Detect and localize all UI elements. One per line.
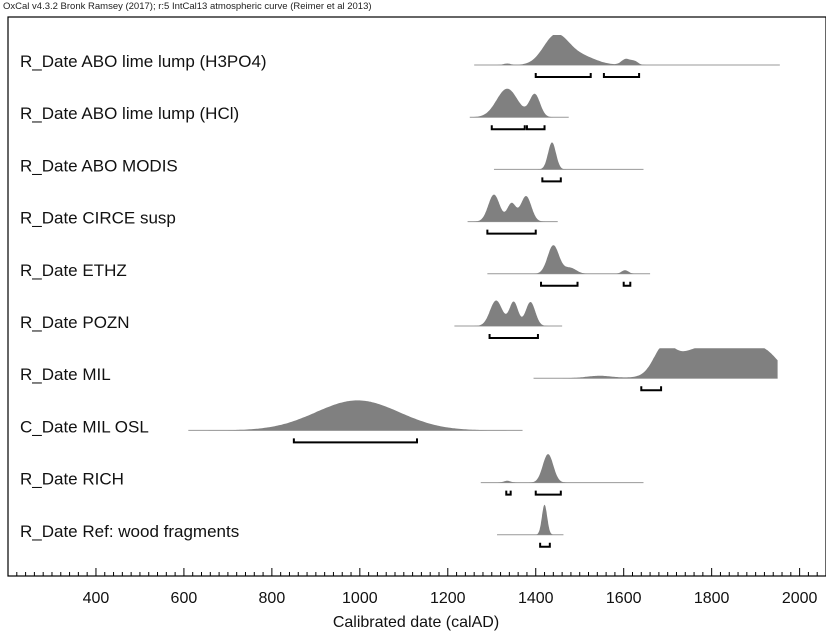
x-axis: 400 600 800 1000 1200 1400 1600 1800 2000	[7, 568, 826, 607]
density-shape	[188, 400, 523, 431]
series-label: R_Date ABO lime lump (HCl)	[20, 104, 239, 123]
range-bracket	[534, 73, 592, 78]
range-bracket	[640, 386, 663, 392]
series-label: R_Date RICH	[20, 470, 124, 489]
series-label: R_Date ABO lime lump (H3PO4)	[20, 52, 267, 71]
density-shape	[533, 348, 778, 379]
header-text: OxCal v4.3.2 Bronk Ramsey (2017); r:5 In…	[3, 1, 372, 12]
series-label: R_Date ETHZ	[20, 261, 127, 280]
range-bracket	[540, 281, 579, 287]
range-bracket	[486, 229, 537, 235]
series-row: R_Date ABO lime lump (HCl)	[20, 88, 569, 131]
density-shape	[454, 300, 563, 326]
series-row: R_Date MIL	[20, 348, 778, 392]
range-bracket	[534, 490, 562, 496]
series-label: R_Date POZN	[20, 313, 130, 332]
range-bracket	[541, 177, 562, 183]
series-label: R_Date Ref: wood fragments	[20, 522, 239, 541]
density-shape	[467, 194, 558, 222]
series-row: R_Date Ref: wood fragments	[20, 504, 564, 548]
series-layer: R_Date ABO lime lump (H3PO4) R_Date ABO l…	[20, 35, 780, 548]
tick-label: 400	[83, 590, 110, 607]
series-label: C_Date MIL OSL	[20, 417, 149, 436]
range-bracket	[292, 438, 418, 444]
range-bracket	[539, 542, 551, 548]
series-label: R_Date ABO MODIS	[20, 156, 178, 175]
series-row: R_Date ABO lime lump (H3PO4)	[20, 35, 780, 78]
density-shape	[497, 504, 564, 535]
density-shape	[494, 142, 644, 170]
range-bracket	[602, 73, 641, 78]
range-bracket	[490, 125, 526, 131]
density-shape	[487, 245, 651, 274]
tick-label: 800	[259, 590, 286, 607]
x-axis-title: Calibrated date (calAD)	[333, 614, 499, 631]
series-label: R_Date CIRCE susp	[20, 209, 176, 228]
series-label: R_Date MIL	[20, 365, 111, 384]
tick-label: 1200	[430, 590, 466, 607]
series-row: R_Date ABO MODIS	[20, 142, 644, 183]
tick-label: 2000	[782, 590, 818, 607]
range-bracket	[622, 281, 632, 287]
plot-frame	[7, 16, 826, 577]
series-row: R_Date POZN	[20, 300, 563, 339]
tick-label: 1400	[518, 590, 554, 607]
series-row: R_Date RICH	[20, 454, 644, 496]
density-shape	[469, 88, 569, 118]
series-row: R_Date ETHZ	[20, 245, 651, 287]
series-row: R_Date CIRCE susp	[20, 194, 558, 235]
density-shape	[480, 454, 644, 483]
density-shape	[474, 35, 780, 65]
tick-label: 600	[171, 590, 198, 607]
tick-label: 1600	[606, 590, 642, 607]
tick-label: 1800	[694, 590, 730, 607]
range-bracket	[488, 334, 539, 339]
tick-label: 1000	[342, 590, 378, 607]
series-row: C_Date MIL OSL	[20, 400, 523, 444]
range-bracket	[505, 490, 512, 496]
range-bracket	[525, 125, 546, 131]
